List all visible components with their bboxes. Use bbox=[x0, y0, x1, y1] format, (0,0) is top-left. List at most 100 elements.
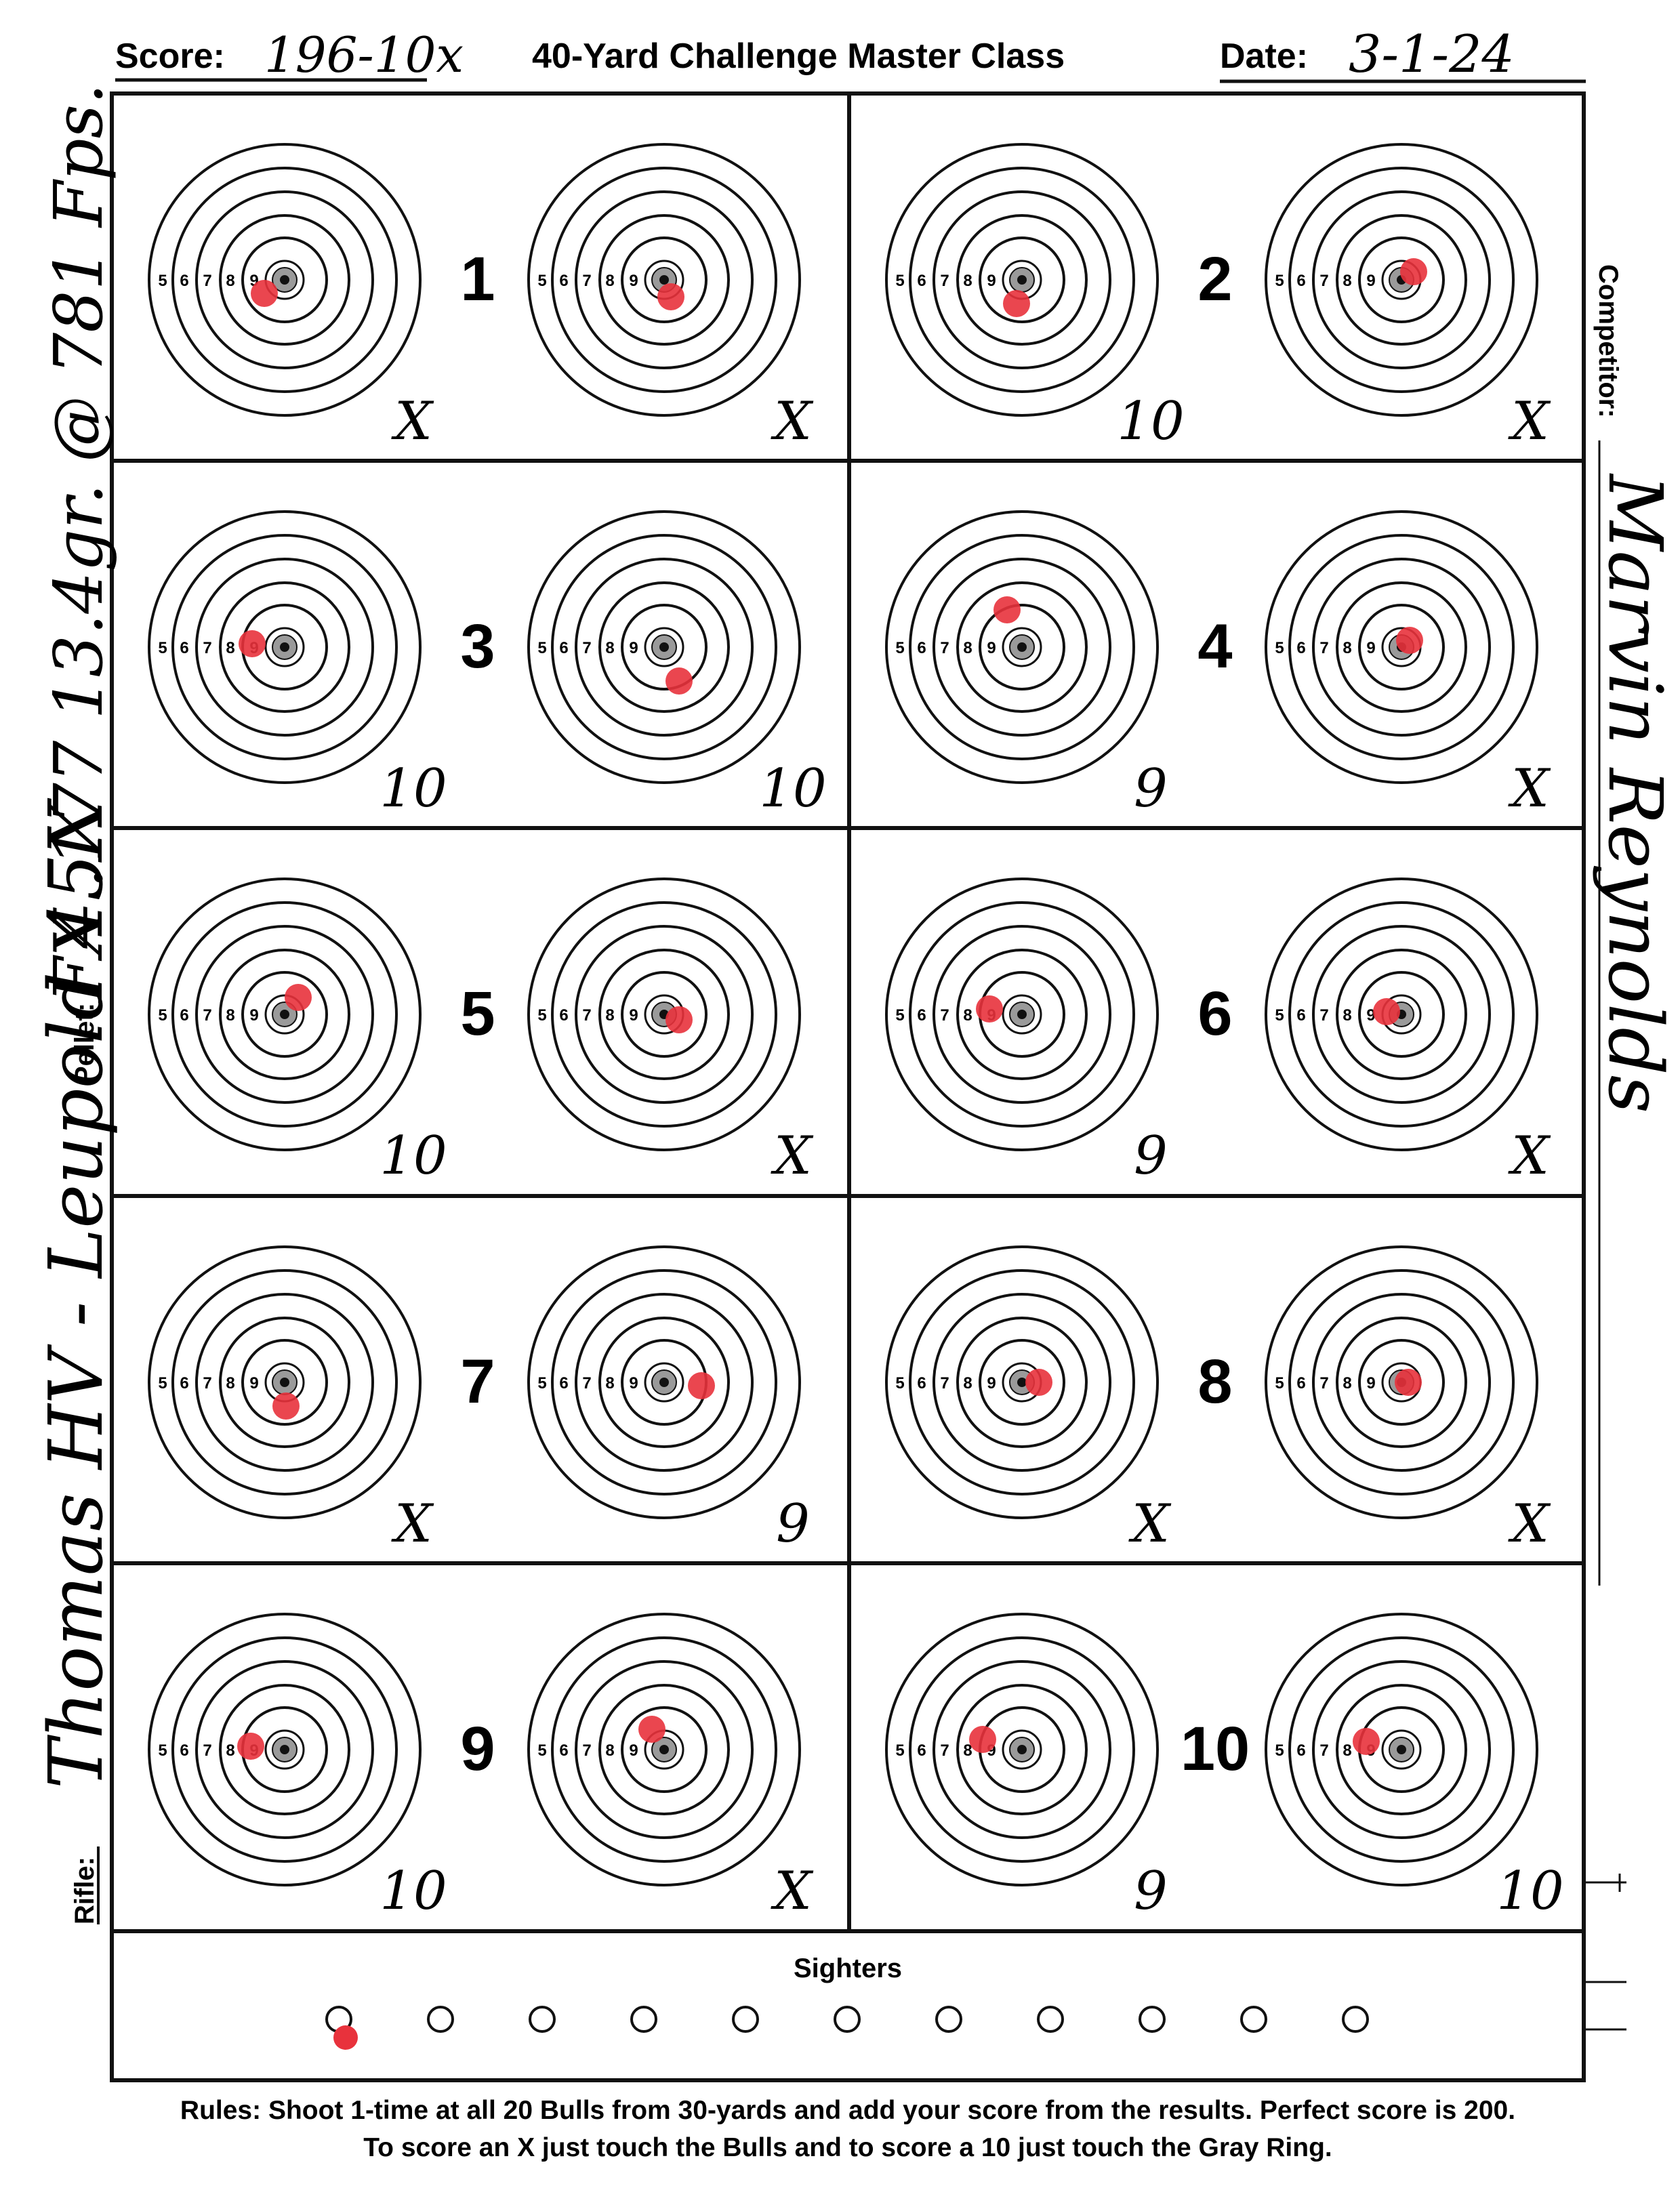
ring-number-label: 7 bbox=[1319, 1374, 1328, 1392]
target-cell: 56789956789X6 bbox=[885, 878, 1551, 1186]
target-ring bbox=[1312, 925, 1491, 1104]
ring-number-label: 6 bbox=[1296, 272, 1305, 290]
target-ring bbox=[148, 143, 422, 417]
target-ring bbox=[171, 901, 398, 1128]
handwritten-score: 10 bbox=[759, 758, 826, 819]
ring-number-label: 7 bbox=[203, 1374, 211, 1392]
target-ring bbox=[1358, 971, 1445, 1058]
target-ring bbox=[195, 925, 374, 1104]
target-ring bbox=[956, 581, 1088, 713]
target-ring bbox=[956, 214, 1088, 346]
ring-number-label: 8 bbox=[605, 1374, 614, 1392]
target-ring bbox=[885, 510, 1159, 784]
target-ring bbox=[148, 1245, 422, 1519]
bull-dot bbox=[659, 642, 669, 652]
score-value: 196-10x bbox=[264, 26, 464, 83]
ring-number-label: 9 bbox=[1366, 272, 1375, 290]
target-ring bbox=[1288, 1636, 1515, 1863]
target-ring bbox=[171, 1269, 398, 1495]
pellet-hole bbox=[1025, 1369, 1052, 1396]
bull-dot bbox=[1017, 1010, 1027, 1019]
ring-number-label: 8 bbox=[963, 639, 972, 657]
target-number: 8 bbox=[1197, 1347, 1232, 1416]
nine-ring bbox=[264, 1729, 305, 1770]
target-ring bbox=[956, 949, 1088, 1080]
ring-number-label: 7 bbox=[940, 1374, 949, 1392]
ring-number-label: 9 bbox=[629, 1741, 638, 1760]
target-ring bbox=[1288, 901, 1515, 1128]
handwritten-score: 9 bbox=[1134, 1126, 1168, 1186]
sighter-bull bbox=[935, 2006, 962, 2033]
nine-ring bbox=[264, 627, 305, 667]
target-ring bbox=[551, 167, 777, 393]
target-ring bbox=[195, 190, 374, 369]
ring-number-label: 5 bbox=[537, 272, 546, 290]
ring-number-label: 6 bbox=[180, 1006, 188, 1025]
target-ring bbox=[598, 214, 730, 346]
target-ring bbox=[1265, 1245, 1538, 1519]
target-number: 3 bbox=[460, 612, 495, 681]
ring-number-label: 9 bbox=[629, 1374, 638, 1392]
ring-number-label: 9 bbox=[1366, 639, 1375, 657]
ring-number-label: 6 bbox=[559, 1741, 568, 1760]
ring-number-label: 6 bbox=[1296, 1006, 1305, 1025]
target-number: 7 bbox=[460, 1347, 495, 1416]
target-ring bbox=[885, 1245, 1159, 1519]
ring-number-label: 9 bbox=[249, 1374, 258, 1392]
target-ring bbox=[885, 1613, 1159, 1886]
target-number: 5 bbox=[460, 979, 495, 1048]
ring-number-label: 7 bbox=[203, 1741, 211, 1760]
competitor-label: Competitor: bbox=[1593, 264, 1623, 418]
ring-number-label: 8 bbox=[226, 1006, 234, 1025]
bull-dot bbox=[659, 1378, 669, 1387]
ring-number-label: 5 bbox=[1275, 1374, 1284, 1392]
sighter-bull bbox=[1037, 2006, 1064, 2033]
ring-number-label: 5 bbox=[895, 1741, 904, 1760]
ring-number-label: 5 bbox=[1275, 1006, 1284, 1025]
target-ring bbox=[909, 167, 1135, 393]
target-ring bbox=[909, 534, 1135, 760]
pellet-hole bbox=[1395, 1369, 1422, 1396]
target-ring bbox=[241, 1339, 328, 1426]
handwritten-score: 10 bbox=[380, 1126, 447, 1186]
target-ring bbox=[598, 1684, 730, 1815]
ring-number-label: 7 bbox=[940, 272, 949, 290]
target-ring bbox=[551, 534, 777, 760]
bullseye-target: 5 6 7 8 9X bbox=[527, 1613, 814, 1922]
ring-number-label: 5 bbox=[895, 272, 904, 290]
ring-number-label: 9 bbox=[629, 272, 638, 290]
pellet-hole bbox=[688, 1372, 715, 1399]
pellet-hole bbox=[969, 1726, 996, 1753]
target-ring bbox=[171, 1636, 398, 1863]
bullseye-target: 5 6 7 8 9X bbox=[148, 143, 434, 452]
ring-number-label: 7 bbox=[1319, 272, 1328, 290]
header: Score: 196-10x 40-Yard Challenge Master … bbox=[115, 24, 1586, 84]
ring-number-label: 6 bbox=[559, 272, 568, 290]
bullseye-target: 5 6 7 8 9X bbox=[527, 878, 814, 1186]
target-cell: 5 6 7 8 995 6 7 8 9X4 bbox=[885, 510, 1551, 819]
target-ring bbox=[598, 949, 730, 1080]
bull-dot bbox=[280, 1378, 289, 1387]
edge-tick-marks bbox=[1586, 1874, 1626, 2031]
handwritten-score: X bbox=[770, 1126, 814, 1186]
date-label: Date: bbox=[1220, 37, 1308, 76]
target-ring bbox=[909, 901, 1135, 1128]
ring-number-label: 8 bbox=[963, 1741, 972, 1760]
ring-number-label: 6 bbox=[180, 639, 188, 657]
handwritten-score: 9 bbox=[776, 1493, 810, 1554]
target-ring bbox=[551, 901, 777, 1128]
ring-number-label: 7 bbox=[203, 272, 211, 290]
sighters-area: Sighters bbox=[325, 1954, 1369, 2050]
target-ring bbox=[527, 510, 801, 784]
target-ring bbox=[195, 558, 374, 737]
handwritten-score: 9 bbox=[1134, 1861, 1168, 1922]
target-ring bbox=[527, 1613, 801, 1886]
target-ring bbox=[575, 190, 754, 369]
ring-number-label: 5 bbox=[1275, 639, 1284, 657]
pellet-hole bbox=[976, 995, 1003, 1023]
pellet-hole bbox=[237, 1733, 264, 1760]
target-ring bbox=[575, 558, 754, 737]
